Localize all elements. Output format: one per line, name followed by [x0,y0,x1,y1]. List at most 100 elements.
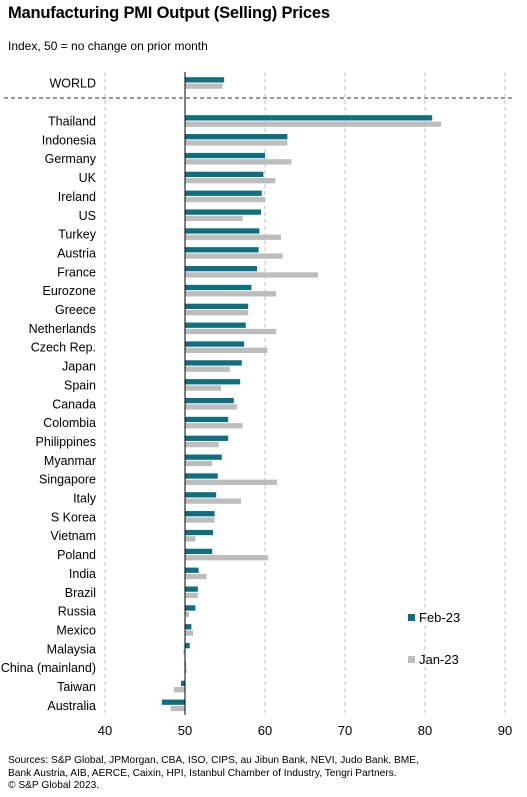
bar-jan [185,423,243,429]
legend-swatch [408,656,415,663]
category-label: Colombia [43,416,96,430]
bar-feb [185,548,213,555]
x-tick-label: 60 [258,723,272,738]
bar-feb [185,209,261,215]
bar-feb [185,266,257,272]
bar-jan [185,592,198,599]
bar-feb [185,397,234,404]
category-label: Indonesia [42,133,96,147]
bar-jan [185,517,215,523]
bar-feb [185,643,190,649]
bar-feb [185,416,229,423]
bar-feb [185,360,242,366]
bar-feb [185,152,265,159]
category-label: WORLD [49,77,96,91]
bar-jan [170,705,185,712]
bar-jan [185,121,441,127]
category-label: Russia [58,605,96,619]
bar-feb [185,529,213,536]
bar-feb [185,228,260,234]
category-label: Poland [57,548,96,562]
bar-jan [185,385,221,391]
bar-feb [185,341,245,347]
category-label: Canada [52,397,96,411]
bar-feb [185,454,222,460]
bar-jan [185,83,223,89]
legend-label: Jan-23 [419,652,459,667]
category-label: China (mainland) [1,661,96,675]
bar-jan [185,253,283,259]
category-label: Mexico [56,623,96,637]
bar-jan [185,310,249,316]
bar-jan [185,479,277,485]
bar-jan [185,404,237,410]
bar-feb [185,473,218,479]
bar-feb [185,247,259,253]
bar-feb [161,699,185,705]
bar-jan [185,178,276,184]
category-label: UK [79,171,97,185]
category-label: Czech Rep. [31,341,96,355]
category-label: Germany [45,152,97,166]
category-label: Philippines [36,435,96,449]
bar-feb [185,492,217,498]
category-label: Italy [73,492,97,506]
bar-jan [185,668,187,674]
category-label: Turkey [58,228,96,242]
category-label: Singapore [39,473,96,487]
bar-jan [183,649,185,655]
category-label: Myanmar [44,454,96,468]
bar-jan [185,159,292,165]
copyright-line: © S&P Global 2023. [8,780,100,791]
bar-feb [185,322,246,328]
bar-feb [185,134,288,140]
bar-feb [185,77,225,83]
category-label: Spain [64,378,96,392]
category-label: Thailand [48,115,96,129]
bar-feb [185,379,241,385]
bar-feb [185,624,192,630]
bar-feb [185,605,196,611]
bar-jan [173,687,185,693]
bar-feb [185,511,215,517]
bar-feb [185,115,433,121]
bar-jan [185,441,219,448]
x-tick-label: 70 [338,723,352,738]
category-label: India [69,567,96,581]
bar-jan [185,366,230,372]
bar-jan [185,234,281,240]
legend-swatch [408,614,415,621]
x-tick-label: 40 [98,723,112,738]
bar-jan [185,536,196,542]
category-label: Austria [57,246,96,260]
category-label: Brazil [65,586,96,600]
sources-line: Sources: S&P Global, JPMorgan, CBA, ISO,… [8,755,419,766]
bar-jan [185,630,193,636]
bar-jan [185,555,269,561]
bar-feb [185,284,252,291]
bar-feb [185,435,229,441]
bar-feb [185,190,262,196]
bar-chart: 40 50 60 70 80 90 WORLD Thailand Indonesia German… [1,72,512,738]
sources-line: Bank Austria, AIB, AERCE, Caixin, HPI, I… [8,767,397,779]
category-label: Taiwan [57,680,96,694]
bar-jan [185,460,213,467]
bar-jan [185,272,318,278]
bar-feb [185,303,249,309]
bar-feb [185,171,264,178]
category-label: Malaysia [47,642,96,656]
category-label: Greece [55,303,96,317]
category-label: Ireland [58,190,96,204]
sources-note: Sources: S&P Global, JPMorgan, CBA, ISO,… [8,755,520,793]
category-label: Australia [47,699,96,713]
bar-feb [185,586,198,592]
category-label: Vietnam [50,529,96,543]
category-label: S Korea [51,510,96,524]
x-tick-label: 80 [418,723,432,738]
chart-subtitle: Index, 50 = no change on prior month [8,39,208,53]
category-label: US [79,209,96,223]
bar-jan [185,498,241,504]
x-tick-label: 50 [178,723,192,738]
category-label: Eurozone [42,284,96,298]
bar-jan [185,196,265,203]
